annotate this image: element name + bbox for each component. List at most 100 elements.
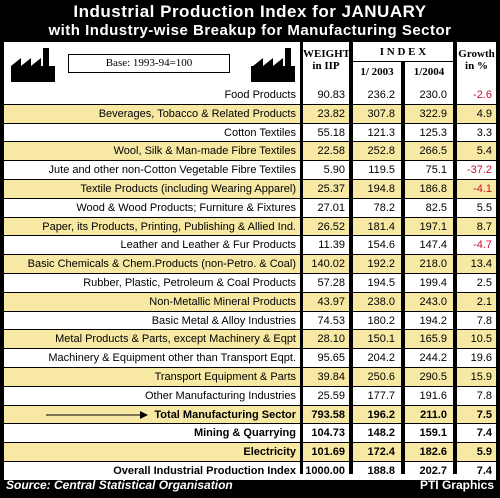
table-row: Other Manufacturing Industries 25.59 177.7… [4, 386, 496, 406]
row-index-2004: 290.5 [419, 370, 447, 383]
row-name: Overall Industrial Production Index [113, 464, 296, 477]
row-growth: 8.7 [476, 220, 492, 233]
row-name: Wood & Wood Products; Furniture & Fixtur… [76, 201, 296, 214]
table-row: Textile Products (including Wearing Appa… [4, 179, 496, 199]
table-row: Machinery & Equipment other than Transpo… [4, 349, 496, 368]
row-index-2004: 211.0 [420, 408, 447, 421]
growth-header: Growth in % [457, 48, 496, 72]
row-index-2004: 243.0 [419, 295, 447, 308]
row-weight: 43.97 [317, 295, 345, 308]
row-index-2003: 154.6 [367, 239, 395, 252]
table-row: Wood & Wood Products; Furniture & Fixtur… [4, 198, 496, 218]
row-name: Transport Equipment & Parts [154, 370, 296, 383]
row-index-2003: 196.2 [367, 408, 395, 421]
row-name: Textile Products (including Wearing Appa… [80, 182, 296, 195]
index-header: I N D E X [379, 46, 427, 58]
row-weight: 101.69 [311, 446, 345, 459]
row-weight: 25.59 [317, 389, 345, 402]
table-row: Metal Products & Parts, except Machinery… [4, 330, 496, 350]
row-index-2003: 150.1 [367, 333, 395, 346]
row-growth: 15.9 [470, 370, 492, 383]
row-growth: -2.6 [473, 89, 492, 101]
row-index-2004: 194.2 [419, 314, 447, 327]
index-2003-header: 1/ 2003 [360, 66, 394, 78]
table-row: Leather and Leather & Fur Products 11.39 1… [4, 236, 496, 256]
row-growth: 5.9 [476, 446, 492, 459]
table-row: Paper, its Products, Printing, Publishin… [4, 217, 496, 237]
row-index-2003: 121.3 [367, 126, 395, 139]
table-row: Total Manufacturing Sector 793.58 196.2 211… [4, 405, 496, 425]
row-index-2004: 266.5 [419, 145, 447, 158]
row-index-2003: 194.5 [367, 276, 395, 289]
footer: Source: Central Statistical Organisation… [4, 478, 496, 494]
row-index-2003: 188.8 [367, 464, 395, 477]
row-growth: 7.5 [476, 408, 492, 421]
row-name: Electricity [243, 446, 296, 459]
total-arrow-icon [8, 406, 158, 424]
row-weight: 95.65 [317, 352, 345, 365]
table-row: Jute and other non-Cotton Vegetable Fibr… [4, 161, 496, 180]
row-index-2003: 307.8 [367, 107, 395, 120]
row-index-2003: 204.2 [367, 352, 395, 365]
row-name: Basic Metal & Alloy Industries [151, 314, 296, 327]
row-weight: 74.53 [317, 314, 345, 327]
row-growth: 10.5 [470, 333, 492, 346]
table-row: Wool, Silk & Man-made Fibre Textiles 22.5… [4, 142, 496, 162]
table-row: Non-Metallic Mineral Products 43.97 238.0 2… [4, 292, 496, 312]
row-index-2004: 244.2 [419, 352, 447, 365]
row-index-2004: 218.0 [419, 258, 447, 271]
index-2004-header: 1/2004 [413, 66, 445, 78]
growth-header-top: Growth [458, 48, 495, 60]
row-index-2003: 177.7 [367, 389, 395, 402]
row-index-2004: 230.0 [419, 89, 447, 101]
row-growth: 7.8 [476, 389, 492, 402]
table-row: Electricity 101.69 172.4 182.6 5.9 [4, 443, 496, 462]
row-growth: -4.1 [473, 182, 492, 195]
row-weight: 1000.00 [305, 464, 345, 477]
row-index-2004: 82.5 [425, 201, 447, 214]
row-weight: 27.01 [317, 201, 345, 214]
index-header-rule [353, 61, 453, 62]
row-index-2003: 172.4 [367, 446, 395, 459]
chart-subtitle: with Industry-wise Breakup for Manufactu… [48, 22, 452, 39]
factory-icon [11, 48, 295, 82]
table-row: Overall Industrial Production Index 1000.… [4, 461, 496, 481]
row-index-2004: 165.9 [419, 333, 447, 346]
chart-title: Industrial Production Index for JANUARY [73, 2, 427, 21]
row-index-2004: 197.1 [419, 220, 447, 233]
weight-header-bottom: in IIP [312, 60, 340, 72]
row-index-2004: 159.1 [419, 427, 447, 440]
row-weight: 55.18 [317, 126, 345, 139]
base-note: Base: 1993-94=100 [68, 54, 230, 73]
row-index-2004: 322.9 [419, 107, 447, 120]
row-name: Other Manufacturing Industries [144, 389, 296, 402]
row-index-2003: 252.8 [367, 145, 395, 158]
row-growth: 5.5 [476, 201, 492, 214]
row-index-2003: 148.2 [367, 427, 395, 440]
row-index-2004: 191.6 [419, 389, 447, 402]
credit-note: PTI Graphics [419, 478, 494, 492]
row-weight: 57.28 [317, 276, 345, 289]
row-index-2003: 192.2 [367, 258, 395, 271]
row-name: Cotton Textiles [224, 126, 296, 139]
row-index-2003: 78.2 [373, 201, 395, 214]
row-weight: 793.58 [311, 408, 345, 421]
row-name: Metal Products & Parts, except Machinery… [55, 333, 296, 346]
row-index-2003: 180.2 [367, 314, 395, 327]
row-name: Paper, its Products, Printing, Publishin… [42, 220, 296, 233]
row-name: Total Manufacturing Sector [154, 408, 296, 421]
row-weight: 22.58 [317, 145, 345, 158]
row-weight: 104.73 [311, 427, 345, 440]
row-weight: 23.82 [317, 107, 345, 120]
row-index-2003: 181.4 [367, 220, 395, 233]
row-weight: 28.10 [317, 333, 345, 346]
row-index-2003: 236.2 [367, 89, 395, 101]
row-index-2003: 194.8 [367, 182, 395, 195]
row-index-2003: 238.0 [367, 295, 395, 308]
row-weight: 25.37 [317, 182, 345, 195]
row-name: Food Products [224, 89, 296, 101]
table-row: Transport Equipment & Parts 39.84 250.6 290… [4, 367, 496, 387]
table-row: Mining & Quarrying 104.73 148.2 159.1 7.4 [4, 424, 496, 444]
row-index-2004: 147.4 [419, 239, 447, 252]
weight-header-top: WEIGHT [303, 48, 351, 60]
